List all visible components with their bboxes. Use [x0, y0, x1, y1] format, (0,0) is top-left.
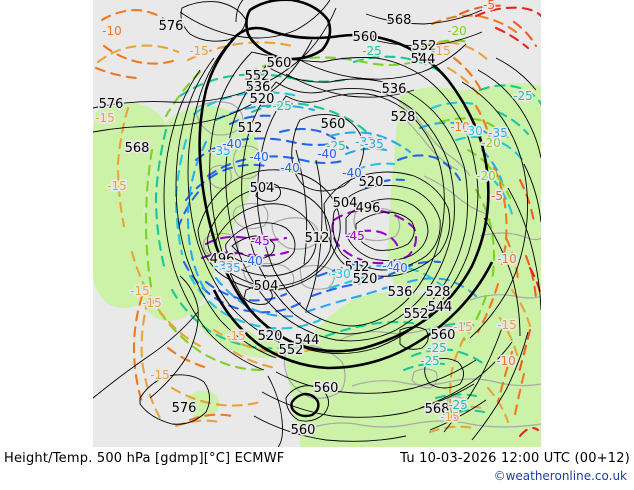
- chart-title: Height/Temp. 500 hPa [gdmp][°C] ECMWF: [4, 451, 285, 466]
- temperature-label: -20: [476, 169, 496, 183]
- temperature-label: -15: [189, 44, 209, 58]
- height-label: 544: [295, 333, 320, 348]
- temperature-label: -25: [448, 398, 468, 412]
- height-label: 520: [359, 175, 384, 190]
- temperature-label: -35: [214, 259, 234, 273]
- temperature-label: -45: [250, 234, 270, 248]
- height-label: 496: [210, 252, 235, 267]
- height-label: 496: [356, 201, 381, 216]
- temperature-label: -40: [317, 147, 337, 161]
- height-label: 576: [159, 19, 184, 34]
- height-contours: [93, 0, 541, 447]
- temperature-label: -40: [342, 166, 362, 180]
- temperature-contour-labels: -10-15-15-15-15-15-15-15 -15-15 -15-15-10-…: [94, 0, 535, 426]
- temperature-label: -40: [388, 261, 408, 275]
- temperature-label: -25: [326, 139, 346, 153]
- height-label: 520: [258, 329, 283, 344]
- temperature-label: -15: [107, 179, 127, 193]
- height-label: 512: [345, 260, 370, 275]
- land-fill: [93, 83, 541, 447]
- temperature-label: -15: [130, 284, 150, 298]
- height-label: 576: [172, 401, 197, 416]
- temperature-label: -35: [211, 144, 231, 158]
- temperature-label: -10: [450, 120, 470, 134]
- temperature-label: -40: [280, 161, 300, 175]
- height-label: 552: [412, 39, 437, 54]
- height-label: 544: [411, 52, 436, 67]
- temperature-label: -25: [362, 44, 382, 58]
- temperature-label: -20: [481, 136, 501, 150]
- temperature-label: -10: [496, 354, 516, 368]
- temperature-label: -10: [102, 24, 122, 38]
- height-label: 520: [250, 92, 275, 107]
- height-label: 504: [250, 181, 275, 196]
- temperature-label: -15: [440, 410, 460, 424]
- temperature-label: -25: [272, 99, 292, 113]
- credit-link[interactable]: ©weatheronline.co.uk: [493, 469, 627, 483]
- height-label: 528: [391, 110, 416, 125]
- chart-footer: Height/Temp. 500 hPa [gdmp][°C] ECMWF Tu…: [0, 447, 634, 490]
- temperature-label: -15: [142, 296, 162, 310]
- height-label: 520: [353, 272, 378, 287]
- temperature-label: -35: [355, 135, 375, 149]
- temperature-label: -40: [222, 137, 242, 151]
- height-label: 504: [254, 279, 279, 294]
- height-label: 544: [428, 300, 453, 315]
- height-contour-labels: 5765765765685685685605605605605605605525…: [97, 11, 457, 439]
- temperature-label: -40: [382, 259, 402, 273]
- height-label: 568: [387, 13, 412, 28]
- temperature-label: -10: [497, 252, 517, 266]
- height-label: 552: [245, 69, 270, 84]
- height-label: 536: [388, 285, 413, 300]
- temperature-label: -40: [249, 150, 269, 164]
- temperature-label: -40: [243, 254, 263, 268]
- height-label: 552: [279, 343, 304, 358]
- height-label: 536: [382, 82, 407, 97]
- temperature-label: -45: [345, 229, 365, 243]
- height-label: 560: [314, 381, 339, 396]
- temperature-label: -25: [420, 354, 440, 368]
- height-label: 552: [404, 307, 429, 322]
- height-label: 504: [333, 196, 358, 211]
- temperature-label: -5: [491, 189, 503, 203]
- height-label: 560: [353, 30, 378, 45]
- temperature-label: -15: [431, 44, 451, 58]
- height-label: 512: [305, 231, 330, 246]
- temperature-label: -20: [447, 24, 467, 38]
- height-label: 568: [125, 141, 150, 156]
- temperature-label: -30: [463, 124, 483, 138]
- temperature-label: -15: [497, 318, 517, 332]
- contour-map-svg[interactable]: 5765765765685685685605605605605605605525…: [0, 0, 634, 447]
- temperature-label: -5: [483, 0, 495, 12]
- height-label: 528: [426, 285, 451, 300]
- height-label: 560: [431, 328, 456, 343]
- map-viewport[interactable]: 576 576 576 568 568 568 560 560 560 560 560 560 552 5…: [0, 0, 634, 447]
- temperature-label: -30: [331, 267, 351, 281]
- temperature-label: -35: [221, 261, 241, 275]
- valid-time-text: Tu 10-03-2026 12:00 UTC (00+12): [400, 451, 630, 466]
- height-label: 512: [238, 121, 263, 136]
- height-label: 576: [99, 97, 124, 112]
- temperature-label: -15: [95, 111, 115, 125]
- temperature-label: -15: [226, 329, 246, 343]
- height-label: 560: [321, 117, 346, 132]
- temperature-label: -25: [513, 89, 533, 103]
- temperature-label: -15: [150, 368, 170, 382]
- temperature-label: -35: [364, 137, 384, 151]
- height-label: 536: [246, 80, 271, 95]
- temperature-label: -35: [488, 126, 508, 140]
- temperature-label: -25: [427, 341, 447, 355]
- height-label: 568: [425, 402, 450, 417]
- temperature-label: -15: [453, 320, 473, 334]
- height-label: 560: [267, 56, 292, 71]
- height-label: 560: [291, 423, 316, 438]
